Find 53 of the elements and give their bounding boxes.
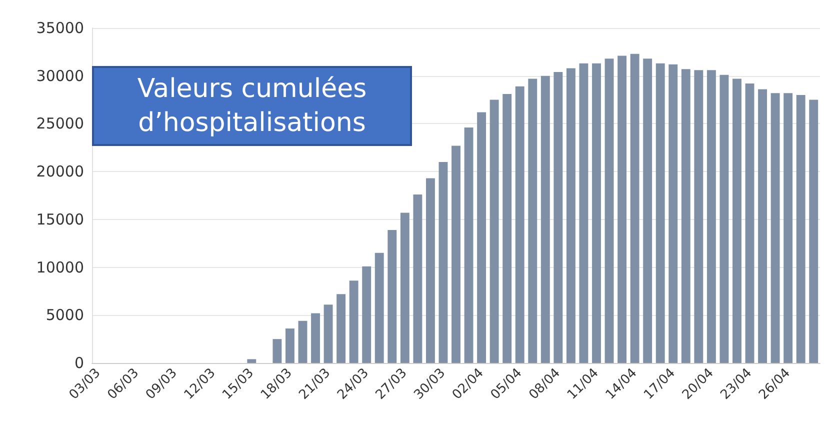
bar	[464, 128, 474, 363]
bar	[554, 72, 563, 363]
bar	[362, 266, 372, 363]
bar	[770, 93, 780, 363]
bar	[438, 162, 448, 363]
y-tick-label: 30000	[36, 66, 84, 85]
bar	[324, 304, 333, 363]
bar	[452, 146, 460, 363]
y-tick-label: 15000	[36, 210, 84, 228]
bar	[477, 112, 486, 363]
bar	[681, 69, 690, 363]
bar	[668, 64, 678, 363]
bar	[809, 100, 818, 363]
bar	[566, 68, 576, 363]
bar	[706, 70, 716, 363]
text-box: Valeurs cumulées d’hospitalisations	[92, 66, 412, 146]
bar	[247, 359, 256, 363]
bar	[732, 78, 742, 363]
y-tick-label: 10000	[36, 258, 84, 276]
bar	[720, 74, 729, 363]
bar	[349, 280, 358, 363]
bar	[579, 63, 588, 363]
bar	[502, 94, 512, 363]
y-tick-label: 5000	[46, 306, 84, 324]
bar	[374, 252, 384, 363]
bar	[413, 194, 422, 363]
y-tick-label: 25000	[36, 114, 84, 133]
bar	[400, 212, 410, 363]
bar	[630, 54, 640, 363]
bar	[758, 89, 767, 363]
bar	[784, 93, 793, 363]
bar	[285, 328, 294, 363]
y-tick-label: 20000	[36, 162, 84, 181]
bar	[592, 63, 601, 363]
bar	[311, 313, 320, 363]
bar	[426, 178, 435, 363]
bar	[604, 58, 614, 363]
bar	[540, 76, 550, 363]
bar	[490, 100, 499, 363]
bar	[643, 58, 652, 363]
bar	[272, 339, 282, 363]
bar	[796, 95, 806, 363]
bar	[298, 320, 308, 363]
bar	[656, 63, 665, 363]
y-tick-label: 0	[74, 354, 84, 372]
bar	[336, 294, 346, 363]
bar	[515, 86, 524, 363]
bar	[694, 70, 704, 363]
y-tick-label: 35000	[36, 19, 84, 37]
bar	[745, 84, 754, 363]
bar	[618, 56, 627, 363]
bar	[528, 78, 538, 363]
bar	[388, 230, 397, 363]
